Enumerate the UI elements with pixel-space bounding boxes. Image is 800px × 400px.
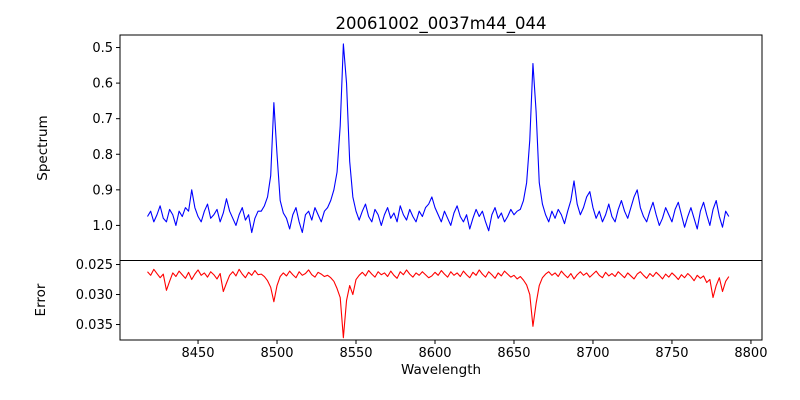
spectrum-tick-label: 0.7	[92, 112, 113, 127]
spectrum-tick-label: 0.6	[92, 77, 113, 92]
x-tick-label: 8800	[734, 346, 767, 361]
x-tick-label: 8450	[181, 346, 214, 361]
error-tick-label: 0.035	[76, 318, 113, 333]
bottom-panel-frame	[119, 260, 763, 341]
spectrum-axis-label: Spectrum	[35, 115, 51, 180]
x-tick-label: 8650	[497, 346, 530, 361]
spectrum-tick-label: 1.0	[92, 219, 113, 234]
chart-title: 20061002_0037m44_044	[335, 14, 546, 34]
error-tick-label: 0.030	[76, 288, 113, 303]
spectrum-line-series	[147, 43, 730, 234]
error-line-series	[147, 268, 730, 339]
x-axis-ticks: 8450 8500 8550 8600 8650 8700 8750 8800	[181, 340, 767, 361]
error-axis-ticks: 0.025 0.030 0.035	[76, 258, 120, 333]
spectrum-tick-label: 0.9	[92, 183, 113, 198]
spectrum-tick-label: 0.5	[92, 41, 113, 56]
error-axis-label: Error	[33, 283, 49, 316]
spectrum-axis-ticks: 0.5 0.6 0.7 0.8 0.9 1.0	[92, 41, 120, 234]
x-tick-label: 8750	[655, 346, 688, 361]
x-tick-label: 8500	[260, 346, 293, 361]
top-panel-frame	[119, 34, 763, 261]
x-tick-label: 8600	[418, 346, 451, 361]
x-tick-label: 8700	[576, 346, 609, 361]
error-tick-label: 0.025	[76, 258, 113, 273]
x-axis-label: Wavelength	[401, 362, 481, 378]
spectrum-tick-label: 0.8	[92, 148, 113, 163]
x-tick-label: 8550	[339, 346, 372, 361]
